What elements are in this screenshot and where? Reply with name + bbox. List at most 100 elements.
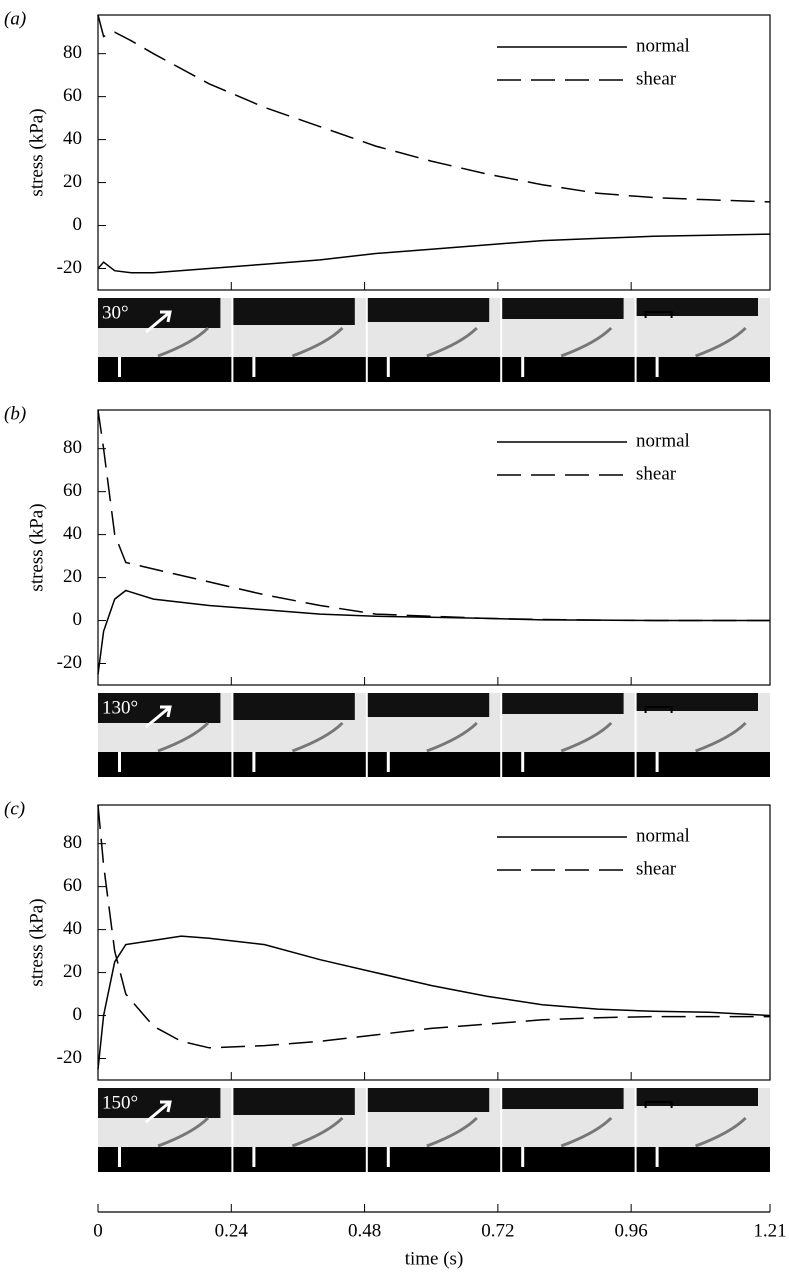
frame-dark xyxy=(635,693,758,711)
x-tick-label: 0.48 xyxy=(348,1220,381,1241)
y-tick-label: 60 xyxy=(63,85,82,106)
legend-label: shear xyxy=(636,463,677,484)
series-line xyxy=(97,409,770,622)
series-line xyxy=(97,14,771,203)
legend-label: normal xyxy=(636,825,690,846)
panel-label: (a) xyxy=(4,8,26,29)
marker xyxy=(655,357,659,377)
frame-dark xyxy=(501,693,624,714)
hair xyxy=(695,1116,747,1148)
series-line xyxy=(97,935,771,1070)
angle-label: 150° xyxy=(102,1092,138,1113)
hair xyxy=(560,326,613,358)
series-line xyxy=(97,233,771,274)
y-axis-label: stress (kPa) xyxy=(26,108,47,196)
series-line xyxy=(97,804,770,1049)
angle-label: 130° xyxy=(102,697,138,718)
marker xyxy=(252,752,256,772)
y-tick-label: -20 xyxy=(57,1047,82,1068)
hair xyxy=(695,721,747,753)
y-tick-label: 20 xyxy=(63,171,82,192)
frame-dark xyxy=(98,298,221,328)
x-tick-label: 0.24 xyxy=(215,1220,249,1241)
scale-bar xyxy=(644,706,673,713)
panel-label: (c) xyxy=(4,798,25,819)
scale-bar xyxy=(644,311,673,318)
series-line xyxy=(97,589,770,675)
y-tick-label: 0 xyxy=(73,609,83,630)
x-tick-label: 0 xyxy=(93,1220,103,1241)
marker xyxy=(655,752,659,772)
hair xyxy=(157,721,210,753)
frame-dark xyxy=(635,298,758,316)
hair xyxy=(291,326,344,358)
frame-dark xyxy=(366,1088,490,1112)
frame-dark xyxy=(232,693,355,720)
angle-arrow xyxy=(145,1100,172,1124)
legend-label: normal xyxy=(636,430,690,451)
marker xyxy=(655,1147,659,1167)
y-tick-label: 80 xyxy=(63,832,82,853)
x-tick-label: 0.96 xyxy=(615,1220,648,1241)
frame-dark xyxy=(98,693,221,723)
marker xyxy=(118,357,121,377)
angle-arrow xyxy=(145,310,172,334)
angle-label: 30° xyxy=(102,302,129,323)
y-tick-label: 40 xyxy=(63,523,82,544)
marker xyxy=(118,752,121,772)
legend-label: shear xyxy=(636,68,677,89)
frame-dark xyxy=(501,1088,624,1109)
frame-dark xyxy=(98,1088,221,1118)
marker xyxy=(521,752,525,772)
y-tick-label: 0 xyxy=(73,214,83,235)
hair xyxy=(291,1116,344,1148)
hair xyxy=(157,326,210,358)
y-tick-label: 40 xyxy=(63,918,82,939)
frame-dark xyxy=(232,1088,355,1115)
hair xyxy=(695,326,747,358)
y-tick-label: 40 xyxy=(63,128,82,149)
x-tick-label: 0.72 xyxy=(481,1220,514,1241)
frame-dark xyxy=(635,1088,758,1106)
y-tick-label: 60 xyxy=(63,480,82,501)
plot-frame xyxy=(97,14,771,291)
y-tick-label: 20 xyxy=(63,961,82,982)
y-axis-label: stress (kPa) xyxy=(26,503,47,591)
frame-dark xyxy=(366,298,490,322)
frame-dark xyxy=(232,298,355,325)
hair xyxy=(157,1116,210,1148)
marker xyxy=(386,752,390,772)
marker xyxy=(386,357,390,377)
y-tick-label: 80 xyxy=(63,42,82,63)
y-axis-label: stress (kPa) xyxy=(26,898,47,986)
marker xyxy=(252,1147,256,1167)
scale-bar xyxy=(644,1101,673,1108)
hair xyxy=(291,721,344,753)
hair xyxy=(560,1116,613,1148)
hair xyxy=(560,721,613,753)
legend-label: normal xyxy=(636,35,690,56)
marker xyxy=(386,1147,390,1167)
y-tick-label: -20 xyxy=(57,257,82,278)
frame-dark xyxy=(501,298,624,319)
y-tick-label: 20 xyxy=(63,566,82,587)
marker xyxy=(521,1147,525,1167)
plot-frame xyxy=(97,804,771,1081)
hair xyxy=(426,326,478,358)
hair xyxy=(426,721,478,753)
y-tick-label: 0 xyxy=(73,1004,83,1025)
panel-label: (b) xyxy=(4,403,26,424)
x-tick-label: 1.21 xyxy=(753,1220,786,1241)
plot-frame xyxy=(97,409,771,686)
marker xyxy=(252,357,256,377)
marker xyxy=(118,1147,121,1167)
y-tick-label: 80 xyxy=(63,437,82,458)
frame-dark xyxy=(366,693,490,717)
y-tick-label: 60 xyxy=(63,875,82,896)
marker xyxy=(521,357,525,377)
legend-label: shear xyxy=(636,858,677,879)
y-tick-label: -20 xyxy=(57,652,82,673)
angle-arrow xyxy=(145,705,172,729)
hair xyxy=(426,1116,478,1148)
